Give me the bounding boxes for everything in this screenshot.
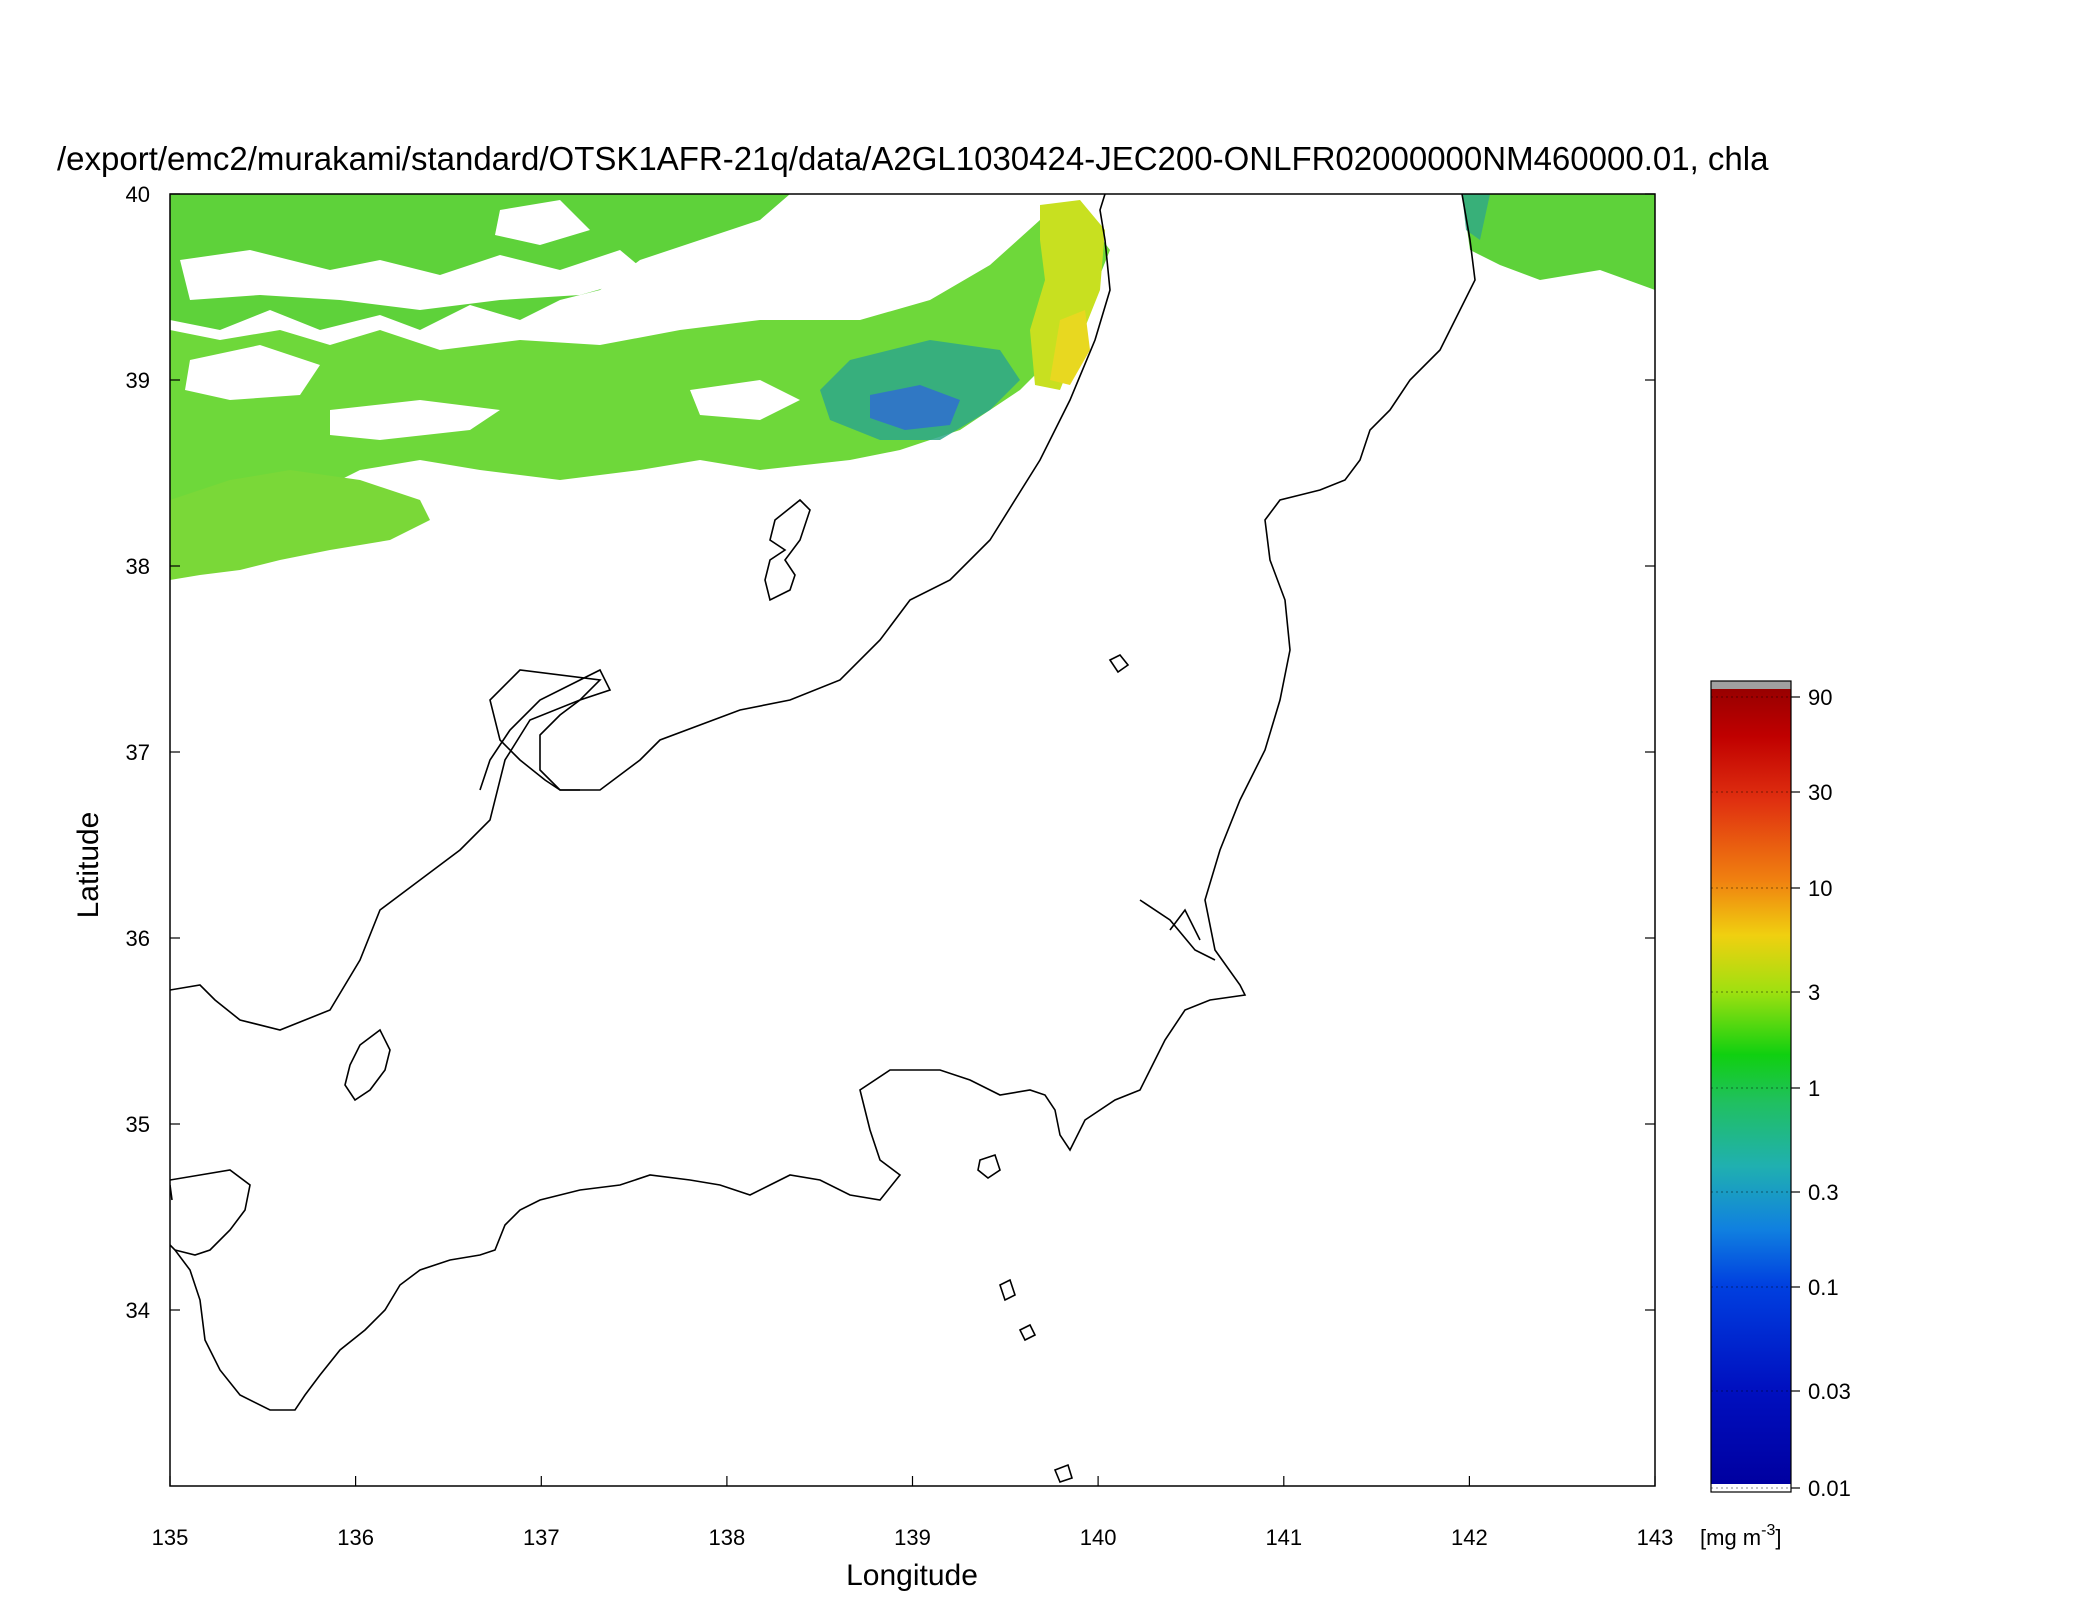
- x-tick-label: 137: [523, 1525, 560, 1550]
- colorbar-gradient: [1711, 689, 1791, 1484]
- figure-title: /export/emc2/murakami/standard/OTSK1AFR-…: [57, 140, 1769, 177]
- coastline-noto-peninsula: [479, 668, 612, 791]
- y-tick-label: 39: [126, 368, 150, 393]
- coastline-honshu-west-coast: [170, 194, 1111, 1031]
- colorbar-tick-label: 0.3: [1808, 1180, 1839, 1205]
- colorbar-tick-label: 3: [1808, 980, 1820, 1005]
- coastline-kii-ise: [170, 1169, 251, 1256]
- chlorophyll-data-layer: [170, 194, 1655, 580]
- colorbar-unit-label: [mg m-3]: [1700, 1522, 1781, 1550]
- chl-swath-south: [170, 470, 430, 580]
- colorbar-tick-label: 0.03: [1808, 1379, 1851, 1404]
- x-tick-labels: 135 136 137 138 139 140 141 142 143: [152, 1525, 1674, 1550]
- colorbar: 90 30 10 3 1 0.3 0.1 0.03 0.01 [mg m-3]: [1700, 680, 1851, 1550]
- y-tick-label: 36: [126, 926, 150, 951]
- x-tick-label: 141: [1265, 1525, 1302, 1550]
- coastline-layer: [170, 194, 1476, 1483]
- x-tick-label: 142: [1451, 1525, 1488, 1550]
- coastline-niijima: [999, 1278, 1016, 1302]
- x-tick-label: 135: [152, 1525, 189, 1550]
- coastline-awaji-island: [344, 1028, 391, 1102]
- chl-coastal-high: [1030, 200, 1105, 390]
- chl-pacific-low: [1462, 194, 1490, 240]
- colorbar-tick-label: 90: [1808, 685, 1832, 710]
- colorbar-tick-labels: 90 30 10 3 1 0.3 0.1 0.03 0.01: [1808, 685, 1851, 1501]
- x-tick-label: 140: [1080, 1525, 1117, 1550]
- colorbar-tick-label: 10: [1808, 876, 1832, 901]
- chl-very-low-patch: [870, 385, 960, 430]
- colorbar-tick-label: 1: [1808, 1076, 1820, 1101]
- y-tick-label: 38: [126, 554, 150, 579]
- coastline-boso-tokyo-bay: [1139, 899, 1216, 961]
- x-axis-title: Longitude: [846, 1559, 978, 1592]
- colorbar-frame: [1710, 680, 1792, 1493]
- y-tick-label: 34: [126, 1298, 150, 1323]
- map-panel: 135 136 137 138 139 140 141 142 143 40 3…: [72, 182, 1673, 1592]
- colorbar-ticks: [1791, 696, 1800, 1489]
- colorbar-unit-superscript: -3: [1761, 1522, 1775, 1539]
- colorbar-unit-end: ]: [1775, 1525, 1781, 1550]
- x-tick-label: 138: [709, 1525, 746, 1550]
- colorbar-tick-label: 0.1: [1808, 1275, 1839, 1300]
- chl-pacific-patch: [1462, 194, 1655, 290]
- chl-swath-central: [170, 210, 1110, 560]
- cloud-gaps: [180, 200, 800, 440]
- map-ticks: [169, 193, 1656, 1486]
- y-tick-labels: 40 39 38 37 36 35 34: [126, 182, 150, 1323]
- x-tick-label: 139: [894, 1525, 931, 1550]
- x-tick-label: 143: [1637, 1525, 1674, 1550]
- coastline-honshu-east-coast: [170, 194, 1476, 1411]
- coastline-sado-island: [764, 498, 811, 602]
- colorbar-overflow: [1711, 681, 1791, 689]
- colorbar-tick-label: 0.01: [1808, 1476, 1851, 1501]
- y-tick-label: 40: [126, 182, 150, 207]
- coastline-izu-oshima: [977, 1153, 1001, 1179]
- y-axis-title: Latitude: [72, 812, 105, 919]
- colorbar-unit-main: [mg m: [1700, 1525, 1761, 1550]
- colorbar-gridlines: [1711, 696, 1791, 1489]
- coastline-miyake: [1018, 1323, 1037, 1342]
- colorbar-tick-label: 30: [1808, 780, 1832, 805]
- x-tick-label: 136: [337, 1525, 374, 1550]
- coastline-awashima: [1108, 653, 1130, 674]
- y-tick-label: 37: [126, 740, 150, 765]
- y-tick-label: 35: [126, 1112, 150, 1137]
- chl-coastal-yellow: [1050, 310, 1090, 385]
- coastline-hachijo: [1053, 1463, 1073, 1483]
